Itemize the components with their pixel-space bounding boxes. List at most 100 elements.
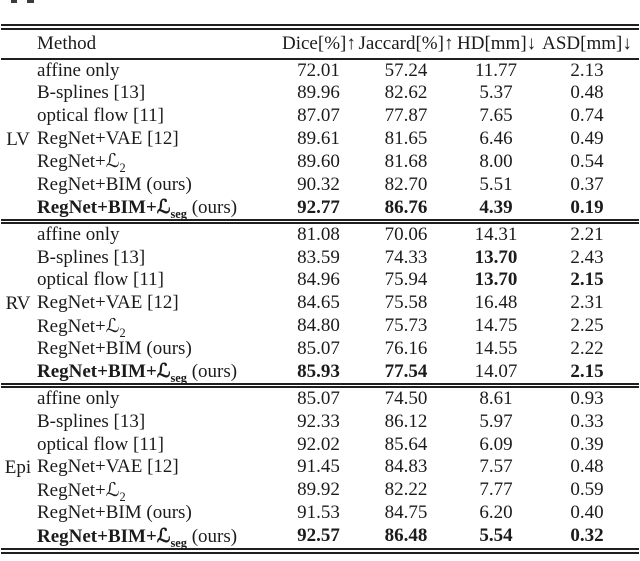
value-cell: 89.96 [297,82,340,104]
value-cell: 2.25 [570,315,604,337]
value-cell: 6.20 [479,502,513,524]
value-cell: 74.33 [384,246,428,268]
value-cell: 76.16 [384,337,428,359]
header-method: Method [35,27,282,60]
method-cell: RegNet+ℒ2 [37,151,126,176]
value-cell: 81.65 [384,127,428,149]
method-cell: B-splines [13] [37,82,146,104]
method-cell: affine only [37,60,120,81]
value-cell: 0.48 [570,82,604,104]
header-dice: Dice[%]↑ [282,27,356,60]
value-cell: 57.24 [384,60,428,81]
value-cell: 14.07 [474,360,518,382]
value-cell: 85.07 [297,337,340,359]
value-cell: 0.74 [570,105,604,127]
value-cell: 92.77 [297,196,340,218]
method-cell: RegNet+ℒ2 [37,479,126,504]
group-lv: LV affine only 72.01 57.24 11.77 2.13 B-spline… [1,59,639,222]
value-cell: 11.77 [474,60,518,81]
value-cell: 5.51 [479,173,513,195]
value-cell: 81.68 [384,150,428,172]
method-cell: optical flow [11] [37,269,164,291]
value-cell: 89.61 [297,127,340,149]
value-cell: 89.60 [297,150,340,172]
method-cell: RegNet+ℒ2 [37,315,126,340]
value-cell: 90.32 [297,173,340,195]
value-cell: 77.87 [384,105,428,127]
value-cell: 5.97 [479,410,513,432]
value-cell: 75.58 [384,292,428,314]
value-cell: 72.01 [297,60,340,81]
header-row: Method Dice[%]↑ Jaccard[%]↑ HD[mm]↓ ASD[… [1,27,639,60]
value-cell: 8.61 [479,388,513,410]
table-row: optical flow [11] 84.96 75.94 13.70 2.15 [1,269,639,292]
table-header: Method Dice[%]↑ Jaccard[%]↑ HD[mm]↓ ASD[… [1,27,639,60]
method-cell: B-splines [13] [37,246,146,268]
method-cell: affine only [37,388,120,410]
value-cell: 84.75 [384,502,428,524]
value-cell: 77.54 [384,360,428,382]
method-cell: affine only [37,224,120,246]
table-row: RegNet+VAE [12] 91.45 84.83 7.57 0.48 [1,456,639,479]
value-cell: 74.50 [384,388,428,410]
group-rv: RV affine only 81.08 70.06 14.31 2.21 B-spline… [1,222,639,386]
group-epi: Epi affine only 85.07 74.50 8.61 0.93 B-spline… [1,386,639,551]
method-cell: RegNet+BIM+ℒseg (ours) [37,197,238,221]
header-group-spacer [1,27,35,60]
value-cell: 2.22 [570,337,604,359]
value-cell: 92.33 [297,410,340,432]
table-row: RegNet+ℒ2 84.80 75.73 14.75 2.25 [1,315,639,338]
value-cell: 75.94 [384,269,428,291]
method-cell: optical flow [11] [37,433,164,455]
table-row: RegNet+VAE [12] 89.61 81.65 6.46 0.49 [1,128,639,151]
group-label: RV [5,292,31,314]
value-cell: 0.93 [570,388,604,410]
method-cell: RegNet+BIM+ℒseg (ours) [37,361,238,386]
value-cell: 85.07 [297,388,340,410]
value-cell: 8.00 [479,150,513,172]
value-cell: 7.77 [479,479,513,501]
method-cell: RegNet+BIM+ℒseg (ours) [37,525,238,550]
table-row: Epi affine only 85.07 74.50 8.61 0.93 [1,386,639,478]
header-asd: ASD[mm]↓ [535,27,639,60]
value-cell: 13.70 [474,246,518,268]
value-cell: 0.19 [570,196,604,218]
value-cell: 0.40 [570,502,604,524]
table-row: optical flow [11] 92.02 85.64 6.09 0.39 [1,433,639,456]
value-cell: 81.08 [297,224,340,246]
value-cell: 91.53 [297,502,340,524]
table-row: RegNet+ℒ2 89.92 82.22 7.77 0.59 [1,479,639,502]
value-cell: 0.33 [570,410,604,432]
table-row: B-splines [13] 83.59 74.33 13.70 2.43 [1,246,639,269]
table-row: RegNet+BIM (ours) 91.53 84.75 6.20 0.40 [1,502,639,525]
value-cell: 91.45 [297,456,340,478]
clipped-text-fragment [11,0,17,3]
value-cell: 16.48 [474,292,518,314]
value-cell: 0.32 [570,525,604,547]
table-row: RV affine only 81.08 70.06 14.31 2.21 [1,222,639,314]
value-cell: 82.22 [384,479,428,501]
value-cell: 85.93 [297,360,340,382]
method-cell: RegNet+VAE [12] [37,292,179,314]
value-cell: 7.57 [479,456,513,478]
value-cell: 70.06 [384,224,428,246]
value-cell: 2.43 [570,246,604,268]
value-cell: 92.57 [297,525,340,547]
table-row: B-splines [13] 92.33 86.12 5.97 0.33 [1,410,639,433]
value-cell: 84.96 [297,269,340,291]
value-cell: 82.62 [384,82,428,104]
results-table: Method Dice[%]↑ Jaccard[%]↑ HD[mm]↓ ASD[… [1,24,639,554]
table-row: RegNet+ℒ2 89.60 81.68 8.00 0.54 [1,150,639,176]
value-cell: 2.21 [570,224,604,246]
method-cell: B-splines [13] [37,410,146,432]
value-cell: 85.64 [384,433,428,455]
group-label: LV [6,128,30,150]
value-cell: 2.15 [570,360,604,382]
value-cell: 0.54 [570,150,604,172]
method-cell: RegNet+VAE [12] [37,456,179,478]
value-cell: 0.37 [570,173,604,195]
value-cell: 14.75 [474,315,518,337]
value-cell: 2.31 [570,292,604,314]
group-label: Epi [4,456,32,478]
table-row: RegNet+BIM+ℒseg (ours) 92.57 86.48 5.54 0.32 [1,525,639,551]
